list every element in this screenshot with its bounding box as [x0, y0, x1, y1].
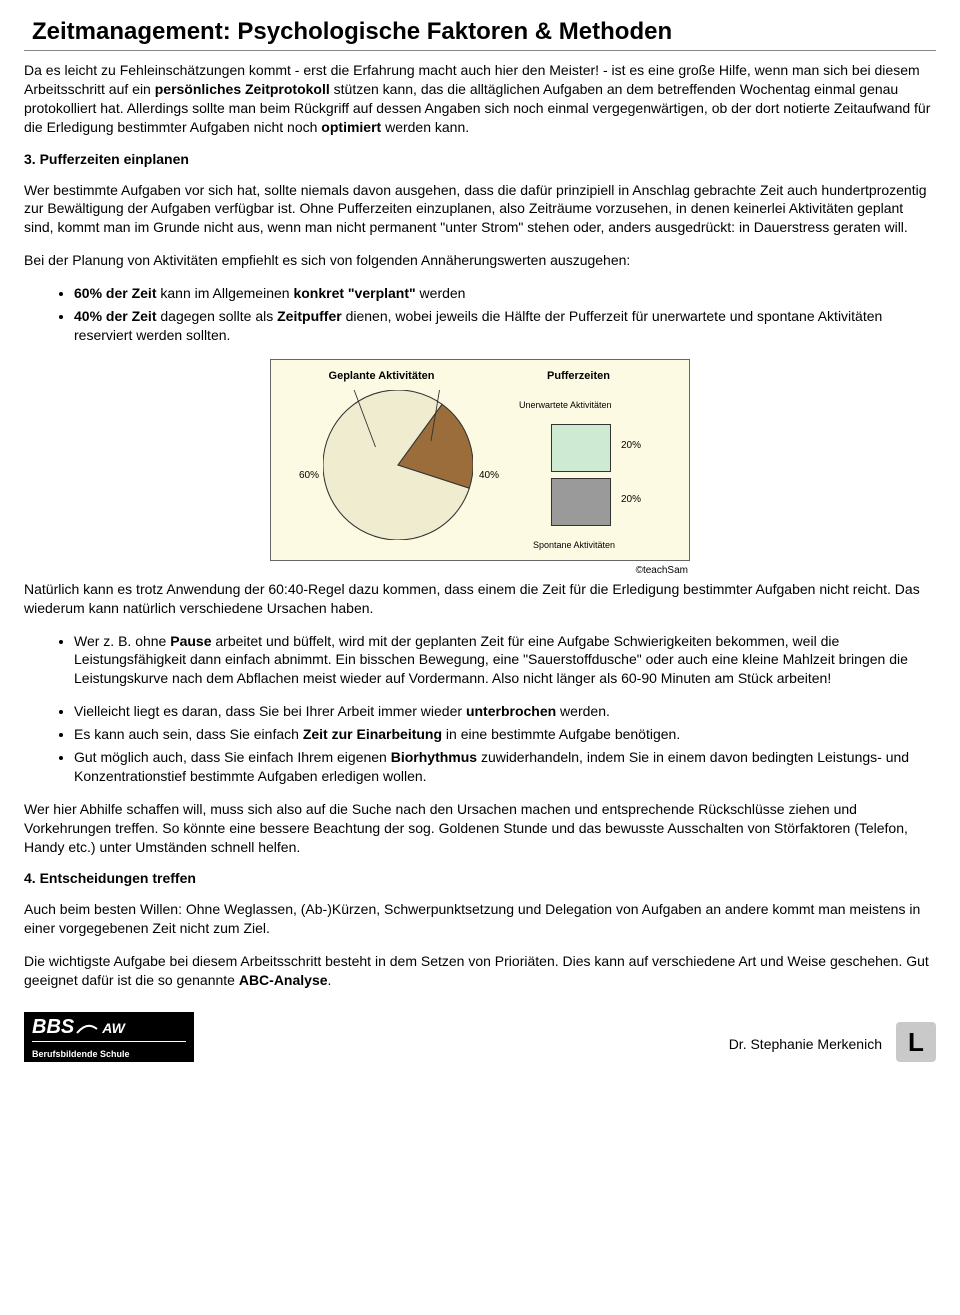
bullet-text: werden.	[556, 703, 610, 719]
logo-swoosh-icon	[76, 1019, 98, 1037]
page-title: Zeitmanagement: Psychologische Faktoren …	[24, 18, 936, 46]
list-item: Es kann auch sein, dass Sie einfach Zeit…	[74, 725, 936, 744]
label-spontaneous: Spontane Aktivitäten	[533, 540, 615, 550]
logo-rule	[32, 1041, 186, 1042]
section-4-p1: Auch beim besten Willen: Ohne Weglassen,…	[24, 900, 936, 938]
after-chart-p2: Wer hier Abhilfe schaffen will, muss sic…	[24, 800, 936, 857]
logo-aw: AW	[102, 1020, 125, 1036]
bullet-text: Wer z. B. ohne	[74, 633, 170, 649]
list-item: Vielleicht liegt es daran, dass Sie bei …	[74, 702, 936, 721]
bullet-bold: Zeitpuffer	[277, 308, 342, 324]
title-separator	[24, 50, 936, 51]
bullet-bold: unterbrochen	[466, 703, 556, 719]
chart-body: 60% 40% Unerwartete Aktivitäten 20% 20% …	[283, 382, 677, 552]
pie-label-40: 40%	[479, 470, 499, 481]
after-chart-p1: Natürlich kann es trotz Anwendung der 60…	[24, 580, 936, 618]
bullet-text: Es kann auch sein, dass Sie einfach	[74, 726, 303, 742]
intro-bold-2: optimiert	[321, 119, 381, 135]
chart-header-right-label: Pufferzeiten	[547, 370, 610, 382]
bullet-text: Gut möglich auch, dass Sie einfach Ihrem…	[74, 749, 391, 765]
chart-credit: ©teachSam	[270, 565, 690, 576]
list-item: Gut möglich auch, dass Sie einfach Ihrem…	[74, 748, 936, 786]
chart-header-buffer: Pufferzeiten	[480, 370, 677, 382]
section-4-p2: Die wichtigste Aufgabe bei diesem Arbeit…	[24, 952, 936, 990]
school-logo: BBS AW Berufsbildende Schule	[24, 1012, 194, 1062]
bullet-bold: Biorhythmus	[391, 749, 477, 765]
chart-header-left-label: Geplante Aktivitäten	[329, 370, 435, 382]
causes-bullets: Wer z. B. ohne Pause arbeitet und büffel…	[24, 632, 936, 786]
page-footer: BBS AW Berufsbildende Schule Dr. Stephan…	[24, 1012, 936, 1062]
list-item: 40% der Zeit dagegen sollte als Zeitpuff…	[74, 307, 936, 345]
pie-chart-icon	[323, 390, 473, 540]
list-item: Wer z. B. ohne Pause arbeitet und büffel…	[74, 632, 936, 689]
bullet-bold: 40% der Zeit	[74, 308, 156, 324]
square-unexpected	[551, 424, 611, 472]
bullet-text: werden	[416, 285, 466, 301]
logo-subtitle: Berufsbildende Schule	[32, 1049, 130, 1059]
bullet-bold: Zeit zur Einarbeitung	[303, 726, 442, 742]
section-3-heading: 3. Pufferzeiten einplanen	[24, 151, 936, 167]
bullet-text: dagegen sollte als	[156, 308, 277, 324]
p-text: .	[328, 972, 332, 988]
author-name: Dr. Stephanie Merkenich	[729, 1036, 882, 1052]
bullet-text: kann im Allgemeinen	[156, 285, 293, 301]
bullet-text: in eine bestimmte Aufgabe benötigen.	[442, 726, 680, 742]
bullet-bold: 60% der Zeit	[74, 285, 156, 301]
section-4-heading: 4. Entscheidungen treffen	[24, 870, 936, 886]
section-3-p1: Wer bestimmte Aufgaben vor sich hat, sol…	[24, 181, 936, 238]
intro-text-3: werden kann.	[381, 119, 469, 135]
p-bold: ABC-Analyse	[239, 972, 328, 988]
bullet-bold: konkret "verplant"	[293, 285, 415, 301]
footer-right: Dr. Stephanie Merkenich L	[729, 1022, 936, 1062]
chart-header-planned: Geplante Aktivitäten	[283, 370, 480, 382]
section-3-p2: Bei der Planung von Aktivitäten empfiehl…	[24, 251, 936, 270]
chart-box: Geplante Aktivitäten Pufferzeiten 60% 40…	[270, 359, 690, 561]
logo-bbs: BBS	[32, 1016, 74, 1039]
square-spontaneous	[551, 478, 611, 526]
pct-unexpected: 20%	[621, 440, 641, 451]
intro-bold-1: persönliches Zeitprotokoll	[155, 81, 330, 97]
intro-paragraph: Da es leicht zu Fehleinschätzungen kommt…	[24, 61, 936, 137]
list-item: 60% der Zeit kann im Allgemeinen konkret…	[74, 284, 936, 303]
pie-label-60: 60%	[299, 470, 319, 481]
bullet-text: Vielleicht liegt es daran, dass Sie bei …	[74, 703, 466, 719]
page-letter-badge: L	[896, 1022, 936, 1062]
buffer-time-chart: Geplante Aktivitäten Pufferzeiten 60% 40…	[270, 359, 690, 576]
p-text: Die wichtigste Aufgabe bei diesem Arbeit…	[24, 953, 929, 988]
section-3-bullets: 60% der Zeit kann im Allgemeinen konkret…	[24, 284, 936, 345]
bullet-bold: Pause	[170, 633, 211, 649]
label-unexpected: Unerwartete Aktivitäten	[519, 400, 612, 410]
pct-spontaneous: 20%	[621, 494, 641, 505]
